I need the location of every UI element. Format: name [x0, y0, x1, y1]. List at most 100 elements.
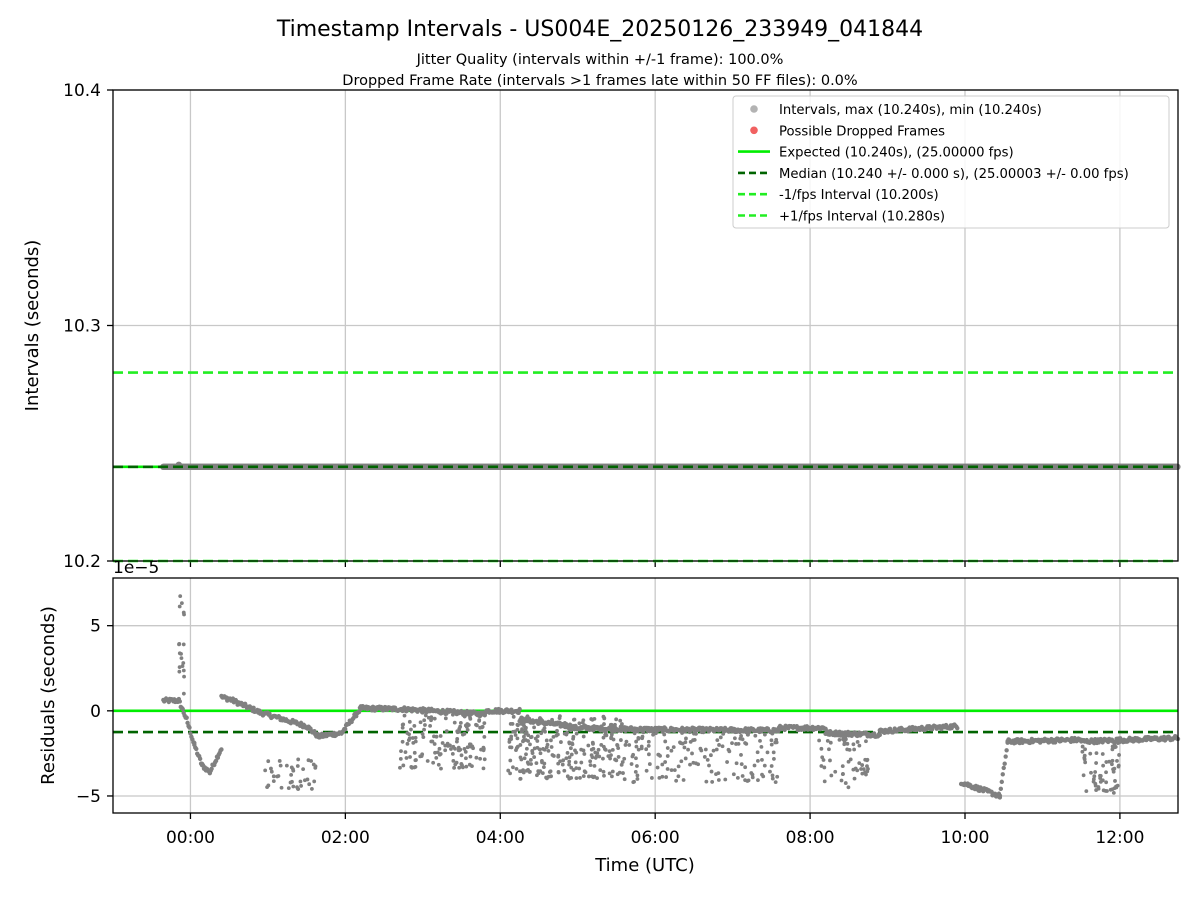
residual-outlier-point — [452, 720, 457, 725]
residual-outlier-point — [705, 757, 710, 762]
residual-outlier-point — [432, 734, 436, 739]
residual-outlier-point — [429, 715, 434, 720]
residual-outlier-point — [753, 733, 758, 738]
residual-point — [197, 756, 203, 762]
residual-outlier-point — [433, 750, 437, 755]
residual-point — [1004, 748, 1009, 753]
residual-outlier-point — [559, 740, 563, 744]
residual-outlier-point — [398, 765, 402, 770]
residual-outlier-point — [771, 750, 776, 755]
residual-outlier-point — [422, 718, 427, 723]
residual-outlier-point — [730, 741, 734, 746]
residual-outlier-point — [561, 724, 566, 729]
residual-outlier-point — [607, 771, 612, 776]
residual-outlier-point — [772, 757, 776, 761]
residual-outlier-point — [418, 720, 423, 725]
residual-outlier-point — [482, 721, 487, 726]
residual-outlier-point — [402, 713, 407, 718]
legend-label: -1/fps Interval (10.200s) — [779, 188, 939, 203]
residual-outlier-point — [839, 778, 844, 783]
residual-outlier-point — [765, 750, 770, 755]
residual-outlier-point — [857, 743, 862, 748]
residual-outlier-point — [706, 729, 711, 734]
residual-outlier-point — [664, 775, 669, 779]
residual-outlier-point — [769, 742, 774, 747]
residual-outlier-point — [731, 772, 736, 777]
residual-outlier-point — [1111, 790, 1116, 795]
residual-outlier-point — [635, 773, 640, 778]
residual-outlier-point — [1083, 760, 1088, 765]
residual-outlier-point — [718, 735, 723, 740]
residual-outlier-point — [537, 747, 542, 752]
residual-outlier-point — [683, 756, 688, 761]
residual-outlier-point — [541, 765, 546, 770]
residual-outlier-point — [709, 753, 713, 758]
residual-outlier-point — [714, 747, 719, 752]
residual-outlier-point — [564, 756, 569, 761]
residual-outlier-point — [614, 758, 619, 763]
residual-outlier-point — [518, 743, 523, 747]
residual-outlier-point — [577, 721, 582, 726]
residual-outlier-point — [1092, 774, 1097, 779]
residual-outlier-point — [463, 749, 468, 754]
x-axis-label: Time (UTC) — [594, 855, 695, 876]
residual-outlier-point — [523, 731, 528, 736]
residual-outlier-point — [438, 734, 443, 738]
legend-label: Median (10.240 +/- 0.000 s), (25.00003 +… — [779, 167, 1129, 182]
residual-outlier-point — [567, 759, 572, 764]
residual-outlier-point — [636, 735, 641, 740]
residual-outlier-point — [590, 717, 595, 722]
residual-outlier-point — [482, 757, 487, 762]
residual-outlier-point — [409, 765, 414, 769]
residual-outlier-point — [532, 755, 537, 759]
residual-outlier-point — [541, 728, 546, 733]
residual-outlier-point — [601, 769, 606, 774]
residual-outlier-point — [556, 754, 561, 759]
residual-outlier-point — [518, 755, 523, 760]
residual-outlier-point — [709, 769, 714, 774]
residual-outlier-point — [639, 744, 644, 749]
residual-outlier-point — [590, 724, 595, 729]
residuals-y-tick-label: −5 — [76, 787, 101, 807]
residual-outlier-point — [759, 745, 764, 749]
residual-outlier-point — [588, 763, 593, 768]
residual-outlier-point — [540, 760, 544, 765]
residual-outlier-point — [624, 739, 629, 744]
residual-outlier-point — [525, 760, 530, 765]
residual-outlier-point — [641, 730, 646, 735]
residual-outlier-point — [855, 768, 860, 773]
residual-outlier-point — [567, 755, 572, 760]
residual-outlier-point — [420, 732, 425, 736]
residual-outlier-point — [569, 775, 574, 780]
residual-outlier-point — [828, 758, 832, 763]
residual-outlier-point — [549, 738, 553, 743]
residual-outlier-point — [309, 787, 314, 791]
residual-outlier-point — [1110, 762, 1114, 767]
residual-outlier-point — [269, 769, 274, 774]
residual-outlier-point — [593, 756, 598, 760]
residual-outlier-point — [703, 747, 708, 752]
residual-outlier-point — [760, 758, 764, 762]
residual-outlier-point — [662, 732, 667, 737]
residual-outlier-point — [644, 747, 649, 752]
residual-outlier-point — [680, 731, 684, 735]
residual-outlier-point — [429, 739, 434, 744]
residual-outlier-point — [467, 762, 472, 767]
residuals-y-tick-label: 5 — [90, 617, 101, 637]
residual-outlier-point — [618, 738, 623, 742]
residual-outlier-point — [465, 728, 470, 732]
residual-outlier-point — [422, 727, 426, 732]
residual-outlier-point — [769, 738, 774, 743]
residual-outlier-point — [478, 756, 483, 761]
residual-outlier-point — [684, 736, 688, 741]
residual-outlier-point — [301, 767, 306, 772]
residual-outlier-point — [266, 783, 271, 788]
residual-outlier-point — [634, 756, 638, 761]
residual-outlier-point — [739, 753, 743, 757]
residual-outlier-point — [669, 768, 674, 772]
residual-outlier-point — [573, 748, 577, 753]
residual-outlier-point — [398, 756, 403, 761]
residual-outlier-point — [289, 765, 294, 770]
residual-outlier-point — [743, 778, 747, 783]
residual-point — [998, 786, 1004, 792]
